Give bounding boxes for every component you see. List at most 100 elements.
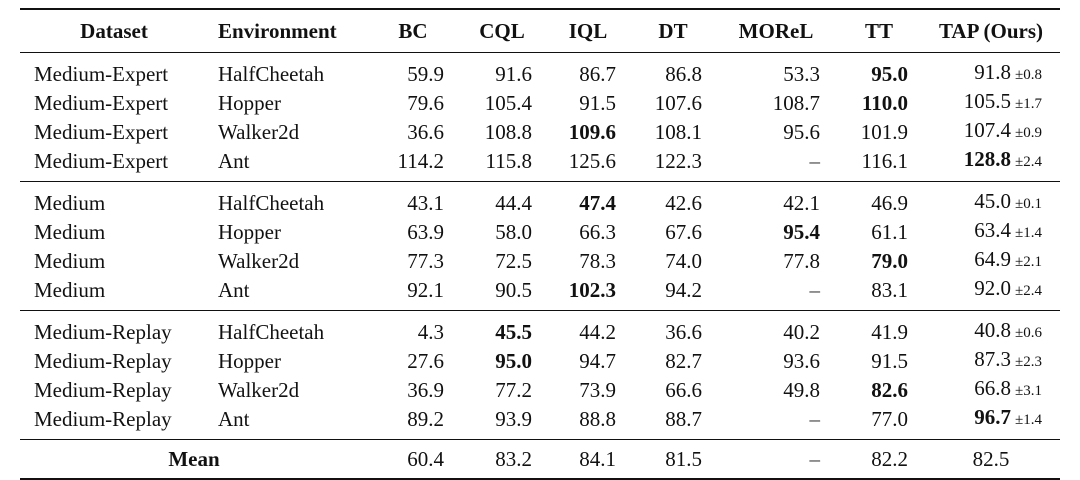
cell-bc: 43.1 <box>407 190 444 215</box>
cell-dt: 42.6 <box>665 190 702 215</box>
cell-environment: HalfCheetah <box>218 61 325 86</box>
tap-value: 64.9 <box>974 247 1012 271</box>
cell-environment: Walker2d <box>218 248 300 273</box>
table-row: Medium-Replay Ant 89.2 93.9 88.8 88.7 – 77.0 96.… <box>20 404 1060 440</box>
table-row: Medium Walker2d 77.3 72.5 78.3 74.0 77.8 79.0 64… <box>20 246 1060 275</box>
cell-cql: 90.5 <box>495 277 532 302</box>
cell-cql: 45.5 <box>495 319 532 344</box>
cell-iql: 88.8 <box>579 406 616 431</box>
cell-environment: Walker2d <box>218 377 300 402</box>
tap-std: ±1.7 <box>1015 96 1042 112</box>
cell-dt: 36.6 <box>665 319 702 344</box>
cell-dataset: Medium <box>34 277 106 302</box>
cell-dataset: Medium <box>34 190 106 215</box>
cell-tt: 101.9 <box>860 119 908 144</box>
cell-dataset: Medium-Expert <box>34 119 169 144</box>
cell-bc: 4.3 <box>417 319 444 344</box>
cell-cql: 58.0 <box>495 219 532 244</box>
cell-cql: 93.9 <box>495 406 532 431</box>
tap-value: 40.8 <box>974 318 1012 342</box>
cell-morel: 40.2 <box>783 319 820 344</box>
mean-label: Mean <box>168 447 220 471</box>
cell-dataset: Medium <box>34 219 106 244</box>
cell-morel: – <box>809 277 821 302</box>
tap-value: 45.0 <box>974 189 1012 213</box>
cell-tap: 96.7 ±1.4 <box>922 404 1060 440</box>
cell-morel: – <box>809 148 821 173</box>
cell-dataset: Medium-Replay <box>34 377 172 402</box>
header-dataset: Dataset <box>80 19 148 43</box>
header-cql: CQL <box>479 19 525 43</box>
cell-tap: 63.4 ±1.4 <box>922 217 1060 246</box>
cell-iql: 94.7 <box>579 348 616 373</box>
cell-tt: 82.6 <box>871 377 908 402</box>
cell-cql: 91.6 <box>495 61 532 86</box>
cell-dt: 107.6 <box>654 90 702 115</box>
cell-tt: 77.0 <box>871 406 908 431</box>
cell-tt: 95.0 <box>871 61 908 86</box>
cell-iql: 102.3 <box>568 277 616 302</box>
cell-tt: 79.0 <box>871 248 908 273</box>
cell-dt: 86.8 <box>665 61 702 86</box>
table-row: Medium-Replay Hopper 27.6 95.0 94.7 82.7 93.6 9… <box>20 346 1060 375</box>
tap-value: 63.4 <box>974 218 1012 242</box>
cell-environment: HalfCheetah <box>218 190 325 215</box>
table-row: Medium HalfCheetah 43.1 44.4 47.4 42.6 42.1 46.… <box>20 182 1060 218</box>
cell-environment: Hopper <box>218 90 281 115</box>
cell-morel: 95.6 <box>783 119 820 144</box>
table-body: Medium-Expert HalfCheetah 59.9 91.6 86.7 86.8… <box>20 53 1060 440</box>
cell-tap: 64.9 ±2.1 <box>922 246 1060 275</box>
cell-environment: Hopper <box>218 348 281 373</box>
tap-std: ±0.9 <box>1015 125 1042 141</box>
cell-environment: Ant <box>218 277 250 302</box>
tap-std: ±2.4 <box>1015 154 1042 170</box>
tap-value: 105.5 <box>963 89 1012 113</box>
cell-dataset: Medium-Expert <box>34 61 169 86</box>
tap-std: ±1.4 <box>1015 412 1042 428</box>
cell-cql: 105.4 <box>484 90 532 115</box>
tap-value: 87.3 <box>974 347 1012 371</box>
tap-std: ±3.1 <box>1015 383 1042 399</box>
cell-tt: 41.9 <box>871 319 908 344</box>
cell-environment: Walker2d <box>218 119 300 144</box>
tap-value: 91.8 <box>974 60 1012 84</box>
cell-iql: 66.3 <box>579 219 616 244</box>
cell-morel: 53.3 <box>783 61 820 86</box>
cell-tap: 66.8 ±3.1 <box>922 375 1060 404</box>
cell-environment: HalfCheetah <box>218 319 325 344</box>
cell-tt: 83.1 <box>871 277 908 302</box>
cell-tap: 107.4 ±0.9 <box>922 117 1060 146</box>
mean-morel: – <box>809 447 821 471</box>
cell-tt: 46.9 <box>871 190 908 215</box>
tap-std: ±2.1 <box>1015 254 1042 270</box>
cell-dt: 88.7 <box>665 406 702 431</box>
tap-std: ±0.8 <box>1015 67 1042 83</box>
header-morel: MOReL <box>738 19 814 43</box>
table-row: Medium Ant 92.1 90.5 102.3 94.2 – 83.1 92.0 ±2.4 <box>20 275 1060 311</box>
cell-tap: 45.0 ±0.1 <box>922 182 1060 218</box>
cell-iql: 78.3 <box>579 248 616 273</box>
cell-tt: 110.0 <box>861 90 908 115</box>
table-row: Medium-Expert Hopper 79.6 105.4 91.5 107.6 108… <box>20 88 1060 117</box>
header-environment: Environment <box>218 19 337 43</box>
cell-environment: Ant <box>218 406 250 431</box>
cell-morel: 95.4 <box>783 219 820 244</box>
cell-cql: 72.5 <box>495 248 532 273</box>
cell-bc: 36.6 <box>407 119 444 144</box>
mean-bc: 60.4 <box>407 447 444 471</box>
cell-morel: 93.6 <box>783 348 820 373</box>
results-table-container: Dataset Environment BC CQL IQL DT MOReL … <box>20 8 1060 480</box>
tap-value: 96.7 <box>974 405 1012 429</box>
cell-bc: 92.1 <box>407 277 444 302</box>
mean-tap: 82.5 <box>972 447 1010 471</box>
cell-dataset: Medium-Replay <box>34 406 172 431</box>
cell-morel: – <box>809 406 821 431</box>
cell-dt: 66.6 <box>665 377 702 402</box>
cell-morel: 77.8 <box>783 248 820 273</box>
cell-tap: 87.3 ±2.3 <box>922 346 1060 375</box>
header-dt: DT <box>658 19 688 43</box>
cell-morel: 49.8 <box>783 377 820 402</box>
tap-value: 128.8 <box>963 147 1012 171</box>
table-row: Medium-Replay HalfCheetah 4.3 45.5 44.2 36.6 4… <box>20 311 1060 347</box>
cell-cql: 95.0 <box>495 348 532 373</box>
